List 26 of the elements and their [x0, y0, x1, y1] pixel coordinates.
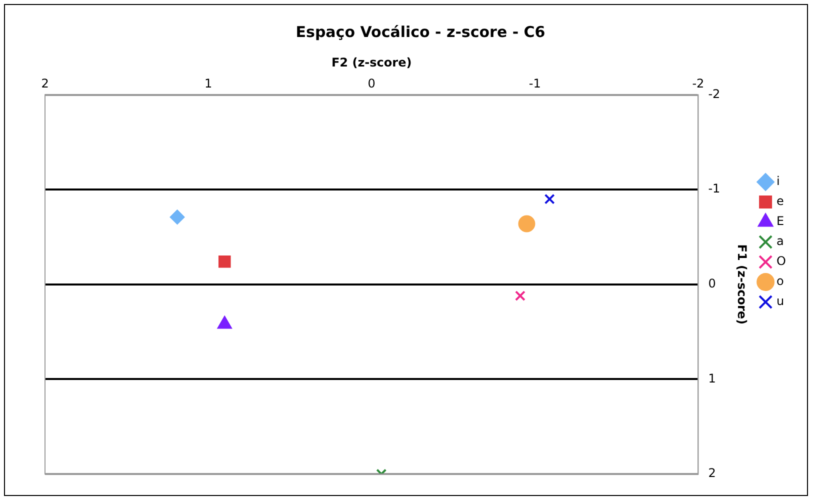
x-tick-label: -1: [528, 76, 541, 91]
x-tick-label: 1: [204, 76, 212, 91]
y-tick-label: 2: [708, 466, 716, 480]
legend-label: e: [776, 194, 784, 208]
y-tick-label: 0: [708, 276, 716, 291]
legend-label: u: [776, 294, 784, 308]
y-axis-title: F1 (z-score): [735, 244, 750, 325]
y-tick-label: -2: [708, 86, 720, 101]
y-tick-label: 1: [708, 371, 716, 386]
point: [170, 210, 185, 225]
point: [514, 290, 526, 302]
x-tick-label: 2: [41, 76, 49, 91]
point: [218, 255, 231, 268]
point: [544, 194, 555, 204]
x-axis-title: F2 (z-score): [331, 55, 412, 70]
legend-label: O: [776, 254, 786, 268]
chart-title: Espaço Vocálico - z-score - C6: [296, 22, 546, 41]
point: [518, 215, 536, 232]
legend-label: E: [776, 214, 784, 228]
point: [217, 316, 232, 329]
legend-label: i: [776, 174, 780, 188]
x-tick-label: 0: [368, 76, 376, 91]
x-tick-label: -2: [692, 76, 704, 91]
y-tick-label: -1: [708, 182, 720, 196]
legend-label: a: [776, 234, 784, 248]
legend-label: o: [776, 274, 784, 288]
